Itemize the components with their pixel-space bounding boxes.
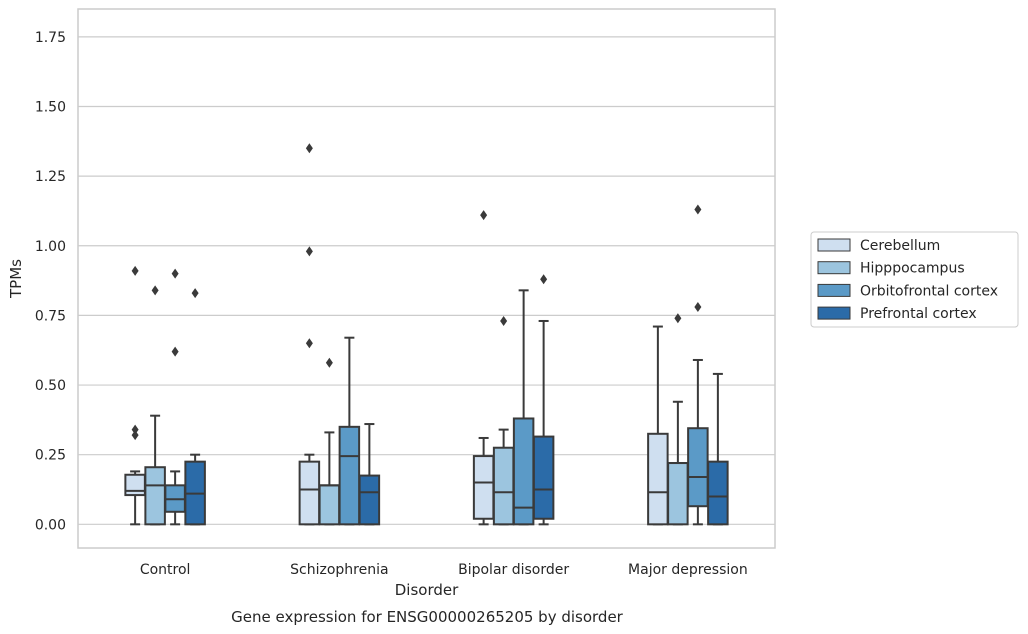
outlier-point xyxy=(171,268,179,279)
y-tick-label: 0.25 xyxy=(35,448,66,464)
box xyxy=(338,425,361,526)
outlier-point xyxy=(191,288,199,299)
y-axis: 0.00 0.25 0.50 0.75 1.00 1.25 1.50 1.75 xyxy=(35,30,66,533)
axes-frame xyxy=(77,8,776,549)
legend: Cerebellum Hipppocampus Orbitofrontal cort… xyxy=(810,231,1019,328)
chart-title: Gene expression for ENSG00000265205 by d… xyxy=(231,608,624,626)
y-tick-label: 1.50 xyxy=(35,99,66,115)
box xyxy=(358,474,381,526)
x-tick-label: Bipolar disorder xyxy=(458,562,569,578)
legend-box xyxy=(810,231,1019,328)
outlier-point xyxy=(305,143,313,154)
legend-swatch xyxy=(817,306,851,320)
box xyxy=(124,473,146,497)
box xyxy=(472,455,495,520)
box xyxy=(707,460,729,526)
outlier-point xyxy=(151,285,159,296)
legend-label: Orbitofrontal cortex xyxy=(860,283,998,299)
box xyxy=(144,466,166,526)
y-axis-label: TPMs xyxy=(7,259,25,299)
gridlines xyxy=(78,36,775,525)
box xyxy=(687,427,709,508)
y-tick-label: 1.75 xyxy=(35,30,66,46)
outlier-point xyxy=(694,204,702,215)
box xyxy=(667,462,689,526)
y-tick-label: 0.50 xyxy=(35,378,66,394)
outlier-point xyxy=(674,313,682,324)
outlier-point xyxy=(325,357,333,368)
x-axis: Control Schizophrenia Bipolar disorder Majo… xyxy=(140,562,748,578)
box xyxy=(532,435,555,520)
outlier-point xyxy=(305,338,313,349)
y-tick-label: 0.00 xyxy=(35,517,66,533)
box xyxy=(298,460,321,526)
outlier-point xyxy=(694,302,702,313)
legend-label: Cerebellum xyxy=(860,238,940,254)
outlier-point xyxy=(131,430,139,441)
x-tick-label: Schizophrenia xyxy=(290,562,388,578)
x-tick-label: Major depression xyxy=(628,562,748,578)
y-tick-label: 1.25 xyxy=(35,169,66,185)
legend-swatch xyxy=(817,261,851,275)
x-tick-label: Control xyxy=(140,562,191,578)
outlier-point xyxy=(171,346,179,357)
outlier-point xyxy=(305,246,313,257)
legend-label: Hipppocampus xyxy=(860,261,965,277)
box xyxy=(647,432,669,526)
outlier-point xyxy=(540,274,548,285)
outlier-point xyxy=(480,210,488,221)
legend-swatch xyxy=(817,283,851,297)
plot-area xyxy=(124,143,729,526)
outlier-point xyxy=(131,424,139,435)
box xyxy=(318,484,341,526)
outlier-point xyxy=(131,265,139,276)
legend-swatch xyxy=(817,238,851,252)
legend-label: Prefrontal cortex xyxy=(860,306,977,322)
y-tick-label: 1.00 xyxy=(35,239,66,255)
x-axis-label: Disorder xyxy=(395,581,459,599)
outlier-point xyxy=(500,315,508,326)
y-tick-label: 0.75 xyxy=(35,308,66,324)
box xyxy=(492,446,515,526)
